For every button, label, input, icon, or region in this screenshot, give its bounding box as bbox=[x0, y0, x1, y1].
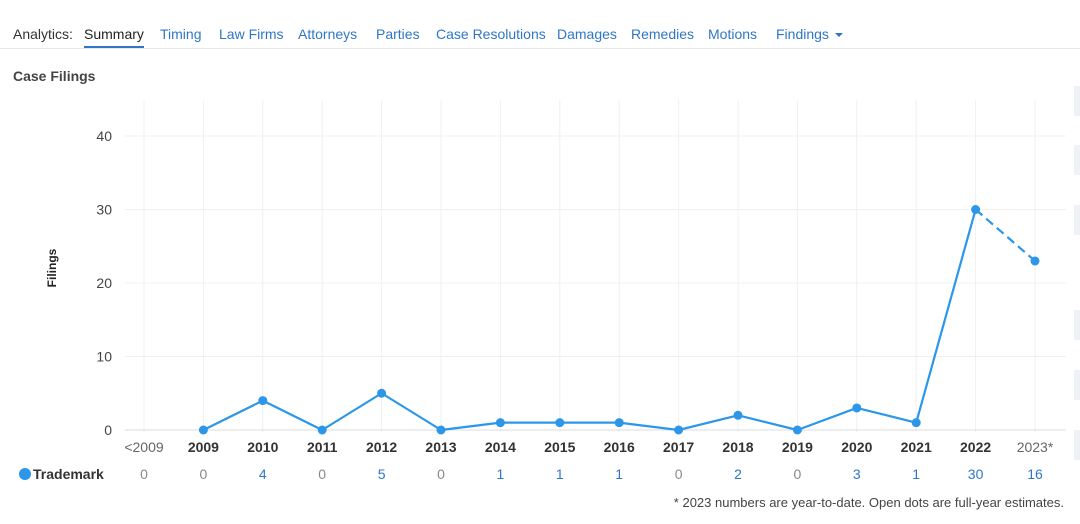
table-cell-value: 30 bbox=[968, 466, 984, 482]
edge-panel-hint bbox=[1074, 430, 1080, 460]
data-point bbox=[198, 425, 208, 435]
x-tick-label: 2018 bbox=[722, 439, 753, 455]
table-cell-value: 1 bbox=[912, 466, 920, 482]
x-tick-label: 2016 bbox=[604, 439, 635, 455]
tab-findings-label: Findings bbox=[776, 26, 829, 42]
data-point bbox=[674, 425, 684, 435]
x-tick-label: 2012 bbox=[366, 439, 397, 455]
tab-parties[interactable]: Parties bbox=[376, 26, 420, 42]
table-cell-value: 5 bbox=[378, 466, 386, 482]
tab-law-firms[interactable]: Law Firms bbox=[219, 26, 284, 42]
x-tick-label: 2013 bbox=[425, 439, 456, 455]
y-tick-label: 10 bbox=[96, 349, 112, 365]
tab-summary[interactable]: Summary bbox=[84, 26, 144, 48]
x-tick-label: 2015 bbox=[544, 439, 575, 455]
data-point bbox=[436, 425, 446, 435]
tab-case-resolutions[interactable]: Case Resolutions bbox=[436, 26, 546, 42]
section-title: Case Filings bbox=[13, 68, 96, 84]
table-cell-value: 0 bbox=[437, 466, 445, 482]
table-cell-value: 1 bbox=[556, 466, 564, 482]
data-point bbox=[614, 418, 624, 428]
table-cell-value: 16 bbox=[1027, 466, 1043, 482]
series-line-trademark bbox=[202, 209, 977, 432]
data-point bbox=[971, 205, 981, 214]
legend-label-trademark: Trademark bbox=[33, 466, 104, 482]
data-point bbox=[911, 418, 921, 428]
x-tick-label: 2014 bbox=[485, 439, 516, 455]
y-tick-label: 30 bbox=[96, 202, 112, 218]
data-point bbox=[377, 388, 387, 398]
table-cell-value: 0 bbox=[318, 466, 326, 482]
data-point bbox=[1030, 256, 1040, 266]
edge-panel-hint bbox=[1074, 86, 1080, 116]
legend-marker-trademark bbox=[19, 468, 31, 480]
tab-findings-dropdown[interactable]: Findings bbox=[776, 26, 843, 42]
x-tick-label: 2023* bbox=[1017, 439, 1054, 455]
data-point bbox=[317, 425, 327, 435]
x-tick-label: <2009 bbox=[124, 439, 164, 455]
x-tick-label: 2020 bbox=[841, 439, 872, 455]
table-cell-value: 0 bbox=[675, 466, 683, 482]
data-point bbox=[733, 410, 743, 420]
edge-panel-hint bbox=[1074, 145, 1080, 175]
table-cell-value: 1 bbox=[497, 466, 505, 482]
caret-down-icon bbox=[834, 33, 843, 38]
table-cell-value: 0 bbox=[140, 466, 148, 482]
table-cell-value: 0 bbox=[794, 466, 802, 482]
x-tick-label: 2009 bbox=[188, 439, 219, 455]
edge-panel-hint bbox=[1074, 370, 1080, 400]
x-tick-label: 2022 bbox=[960, 439, 991, 455]
edge-panel-hint bbox=[1074, 310, 1080, 340]
edge-panel-hint bbox=[1074, 205, 1080, 235]
table-cell-value: 2 bbox=[734, 466, 742, 482]
analytics-label: Analytics: bbox=[13, 26, 73, 42]
tab-motions[interactable]: Motions bbox=[708, 26, 758, 42]
y-axis-label: Filings bbox=[45, 248, 59, 287]
series-line-projection bbox=[974, 208, 1036, 262]
data-point bbox=[792, 425, 802, 435]
y-tick-label: 0 bbox=[104, 422, 112, 438]
table-cell-value: 0 bbox=[200, 466, 208, 482]
table-cell-value: 1 bbox=[615, 466, 623, 482]
footnote: * 2023 numbers are year-to-date. Open do… bbox=[673, 495, 1064, 510]
y-tick-label: 40 bbox=[96, 128, 112, 144]
tab-attorneys[interactable]: Attorneys bbox=[298, 26, 358, 42]
table-cell-value: 4 bbox=[259, 466, 267, 482]
data-point bbox=[852, 403, 862, 413]
y-tick-label: 20 bbox=[96, 275, 112, 291]
analytics-nav: Analytics: Summary Timing Law Firms Atto… bbox=[0, 0, 1080, 49]
x-tick-label: 2021 bbox=[901, 439, 932, 455]
x-tick-label: 2010 bbox=[247, 439, 278, 455]
data-point bbox=[555, 418, 565, 428]
tab-timing[interactable]: Timing bbox=[160, 26, 202, 42]
table-cell-value: 3 bbox=[853, 466, 861, 482]
data-point bbox=[258, 396, 268, 406]
x-tick-label: 2011 bbox=[307, 439, 338, 455]
tab-remedies[interactable]: Remedies bbox=[631, 26, 695, 42]
x-tick-label: 2019 bbox=[782, 439, 813, 455]
data-point bbox=[495, 418, 505, 428]
x-tick-label: 2017 bbox=[663, 439, 694, 455]
tab-damages[interactable]: Damages bbox=[557, 26, 617, 42]
